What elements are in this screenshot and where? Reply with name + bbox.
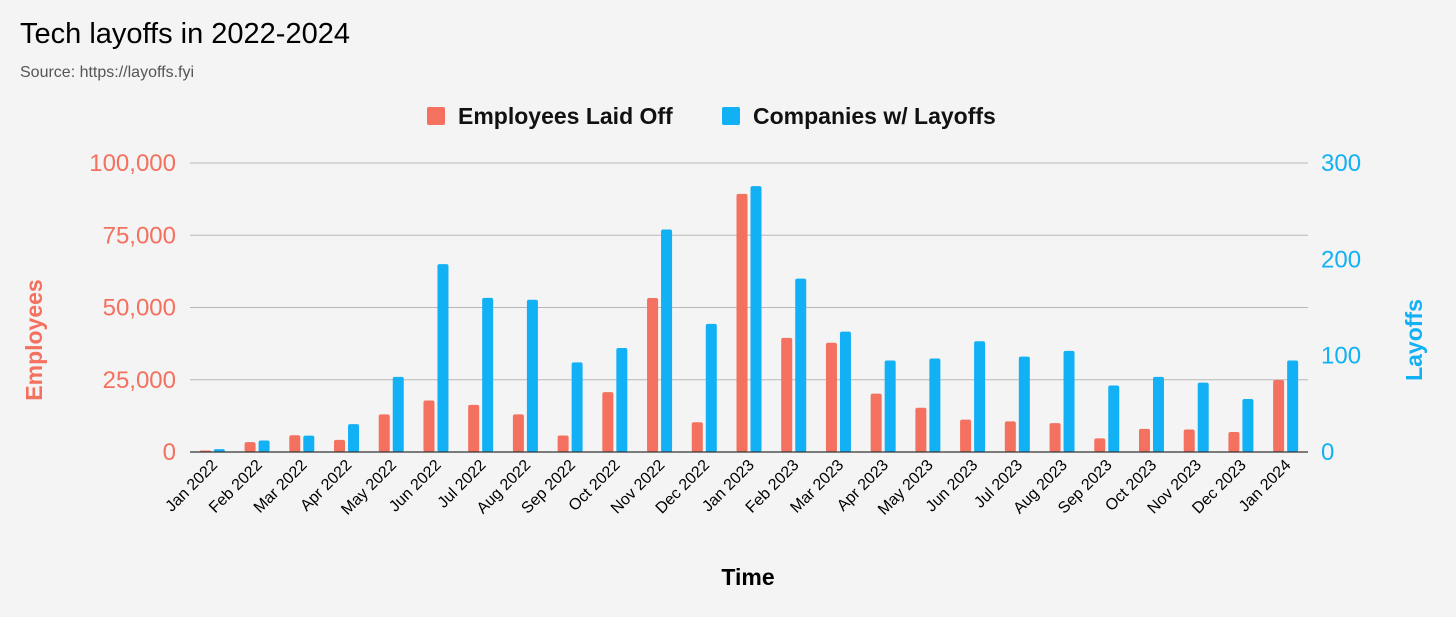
legend-label-employees: Employees Laid Off bbox=[458, 103, 673, 129]
bar-employees-laid-off bbox=[781, 337, 793, 452]
y-axis-left-label: Employees bbox=[21, 279, 47, 400]
bar-employees-laid-off bbox=[1138, 428, 1150, 452]
legend-label-companies: Companies w/ Layoffs bbox=[753, 103, 996, 129]
bar-companies-with-layoffs bbox=[213, 449, 225, 452]
bar-employees-laid-off bbox=[870, 393, 882, 452]
right-y-ticks: 0 100 200 300 bbox=[1321, 150, 1361, 466]
bar-companies-with-layoffs bbox=[303, 435, 315, 452]
bar-employees-laid-off bbox=[1183, 429, 1195, 452]
bar-employees-laid-off bbox=[334, 439, 346, 452]
y-tick-left: 0 bbox=[163, 439, 176, 466]
bar-employees-laid-off bbox=[378, 414, 390, 452]
bar-companies-with-layoffs bbox=[437, 264, 449, 452]
x-axis-label: Time bbox=[721, 564, 774, 590]
y-axis-right-label: Layoffs bbox=[1401, 299, 1427, 381]
bar-employees-laid-off bbox=[647, 297, 659, 452]
bar-companies-with-layoffs bbox=[1242, 399, 1254, 452]
bar-companies-with-layoffs bbox=[1287, 360, 1299, 452]
y-tick-right: 100 bbox=[1321, 343, 1361, 370]
bar-employees-laid-off bbox=[468, 404, 480, 452]
bar-employees-laid-off bbox=[1049, 423, 1061, 452]
bar-companies-with-layoffs bbox=[839, 331, 851, 452]
bar-companies-with-layoffs bbox=[1152, 376, 1164, 452]
legend: Employees Laid Off Companies w/ Layoffs bbox=[427, 103, 996, 129]
bar-companies-with-layoffs bbox=[348, 424, 360, 452]
y-tick-left: 50,000 bbox=[103, 295, 176, 322]
bar-employees-laid-off bbox=[557, 435, 569, 452]
legend-swatch-companies bbox=[722, 107, 740, 125]
bar-companies-with-layoffs bbox=[661, 229, 673, 452]
left-y-ticks: 0 25,000 50,000 75,000 100,000 bbox=[89, 150, 176, 466]
bar-employees-laid-off bbox=[691, 422, 703, 452]
bar-companies-with-layoffs bbox=[1108, 385, 1120, 452]
bar-companies-with-layoffs bbox=[1197, 382, 1209, 452]
bar-companies-with-layoffs bbox=[1063, 350, 1075, 452]
chart-title: Tech layoffs in 2022-2024 bbox=[20, 18, 350, 50]
bar-employees-laid-off bbox=[244, 442, 256, 452]
bar-employees-laid-off bbox=[915, 407, 927, 452]
bar-employees-laid-off bbox=[289, 435, 301, 452]
y-tick-right: 0 bbox=[1321, 439, 1334, 466]
bar-companies-with-layoffs bbox=[974, 341, 986, 452]
chart-subtitle: Source: https://layoffs.fyi bbox=[20, 64, 195, 81]
bar-companies-with-layoffs bbox=[929, 358, 941, 452]
y-tick-left: 75,000 bbox=[103, 222, 176, 249]
bar-companies-with-layoffs bbox=[750, 186, 762, 452]
bar-companies-with-layoffs bbox=[258, 440, 270, 452]
y-tick-right: 300 bbox=[1321, 150, 1361, 177]
y-tick-left: 100,000 bbox=[89, 150, 176, 177]
bar-companies-with-layoffs bbox=[884, 360, 896, 452]
bar-companies-with-layoffs bbox=[1018, 356, 1030, 452]
legend-swatch-employees bbox=[427, 107, 445, 125]
y-tick-right: 200 bbox=[1321, 246, 1361, 273]
bar-employees-laid-off bbox=[1004, 421, 1016, 452]
bar-companies-with-layoffs bbox=[705, 323, 717, 452]
bar-employees-laid-off bbox=[825, 342, 837, 452]
bar-employees-laid-off bbox=[736, 193, 748, 452]
bar-employees-laid-off bbox=[1273, 380, 1285, 452]
bar-companies-with-layoffs bbox=[616, 347, 628, 452]
gridlines bbox=[190, 162, 1308, 381]
bar-employees-laid-off bbox=[1228, 432, 1240, 452]
bar-employees-laid-off bbox=[423, 400, 435, 452]
y-tick-left: 25,000 bbox=[103, 367, 176, 394]
bars bbox=[199, 186, 1299, 452]
bar-employees-laid-off bbox=[602, 392, 614, 452]
bar-companies-with-layoffs bbox=[571, 362, 583, 452]
bar-employees-laid-off bbox=[1094, 438, 1106, 452]
bar-employees-laid-off bbox=[960, 419, 972, 452]
bar-companies-with-layoffs bbox=[392, 376, 404, 452]
bar-companies-with-layoffs bbox=[795, 278, 807, 452]
bar-companies-with-layoffs bbox=[526, 299, 538, 452]
bar-companies-with-layoffs bbox=[482, 297, 494, 452]
bar-employees-laid-off bbox=[512, 414, 524, 452]
